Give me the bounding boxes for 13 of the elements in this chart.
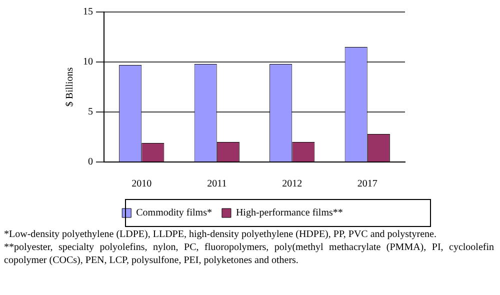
x-tick-label: 2017 bbox=[357, 178, 378, 190]
x-tick-label: 2010 bbox=[132, 178, 152, 190]
x-tick-label: 2012 bbox=[282, 178, 302, 190]
y-tick-label: 0 bbox=[88, 156, 93, 168]
text: **polyester, specialty polyolefins, nylon, PC, fluoropolymers, poly(methyl methacrylate (PMMA), PI, cycloolefin copolymer (COCs), PEN, LCP, polysulfone, PEI, polyketones and others. bbox=[4, 241, 494, 267]
x-tick-label: 2011 bbox=[207, 178, 227, 190]
y-axis-title: $ Billions bbox=[64, 67, 76, 107]
text: *Low-density polyethylene (LDPE), LLDPE, high-density polyethylene (HDPE), PP, PVC and polystyrene. bbox=[4, 228, 438, 241]
y-tick-label: 5 bbox=[88, 106, 93, 118]
legend-label: High-performance films** bbox=[236, 208, 343, 219]
y-tick-label: 10 bbox=[83, 56, 93, 68]
legend-label: Commodity films* bbox=[136, 208, 212, 219]
y-tick-label: 15 bbox=[83, 6, 93, 18]
